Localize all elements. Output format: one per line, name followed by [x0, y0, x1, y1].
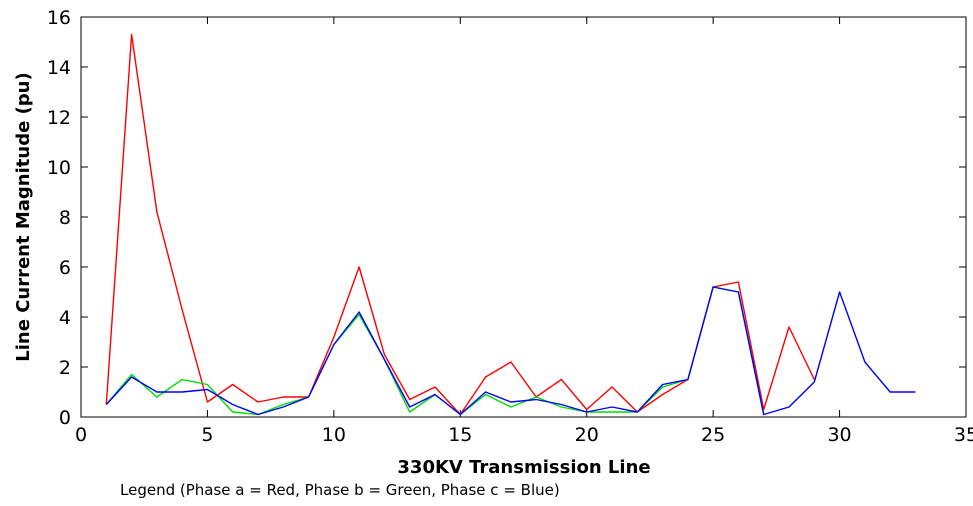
x-tick-label: 0 [75, 424, 87, 446]
y-tick-label: 10 [47, 157, 71, 179]
axis-ticks [80, 16, 967, 418]
legend-note: Legend (Phase a = Red, Phase b = Green, … [120, 481, 560, 499]
y-tick-label: 14 [47, 57, 71, 79]
y-tick-label: 6 [59, 257, 71, 279]
x-tick-label: 5 [201, 424, 213, 446]
x-axis-label: 330KV Transmission Line [397, 457, 650, 478]
plot-area [80, 16, 967, 418]
tick-labels: 0 5 10 15 20 25 30 35 0 2 4 6 8 10 12 14 16 [47, 7, 973, 446]
y-axis-label: Line Current Magnitude (pu) [13, 72, 34, 361]
y-tick-label: 0 [59, 407, 71, 429]
y-tick-label: 8 [59, 207, 71, 229]
x-tick-label: 30 [827, 424, 851, 446]
x-tick-label: 25 [701, 424, 725, 446]
x-tick-label: 20 [575, 424, 599, 446]
y-tick-label: 12 [47, 107, 71, 129]
x-tick-label: 10 [322, 424, 346, 446]
y-tick-label: 4 [59, 307, 71, 329]
y-tick-label: 2 [59, 357, 71, 379]
x-tick-label: 15 [448, 424, 472, 446]
series-line-3 [105, 286, 916, 416]
series-lines [105, 33, 916, 416]
x-tick-label: 35 [954, 424, 973, 446]
y-tick-label: 16 [47, 7, 71, 29]
